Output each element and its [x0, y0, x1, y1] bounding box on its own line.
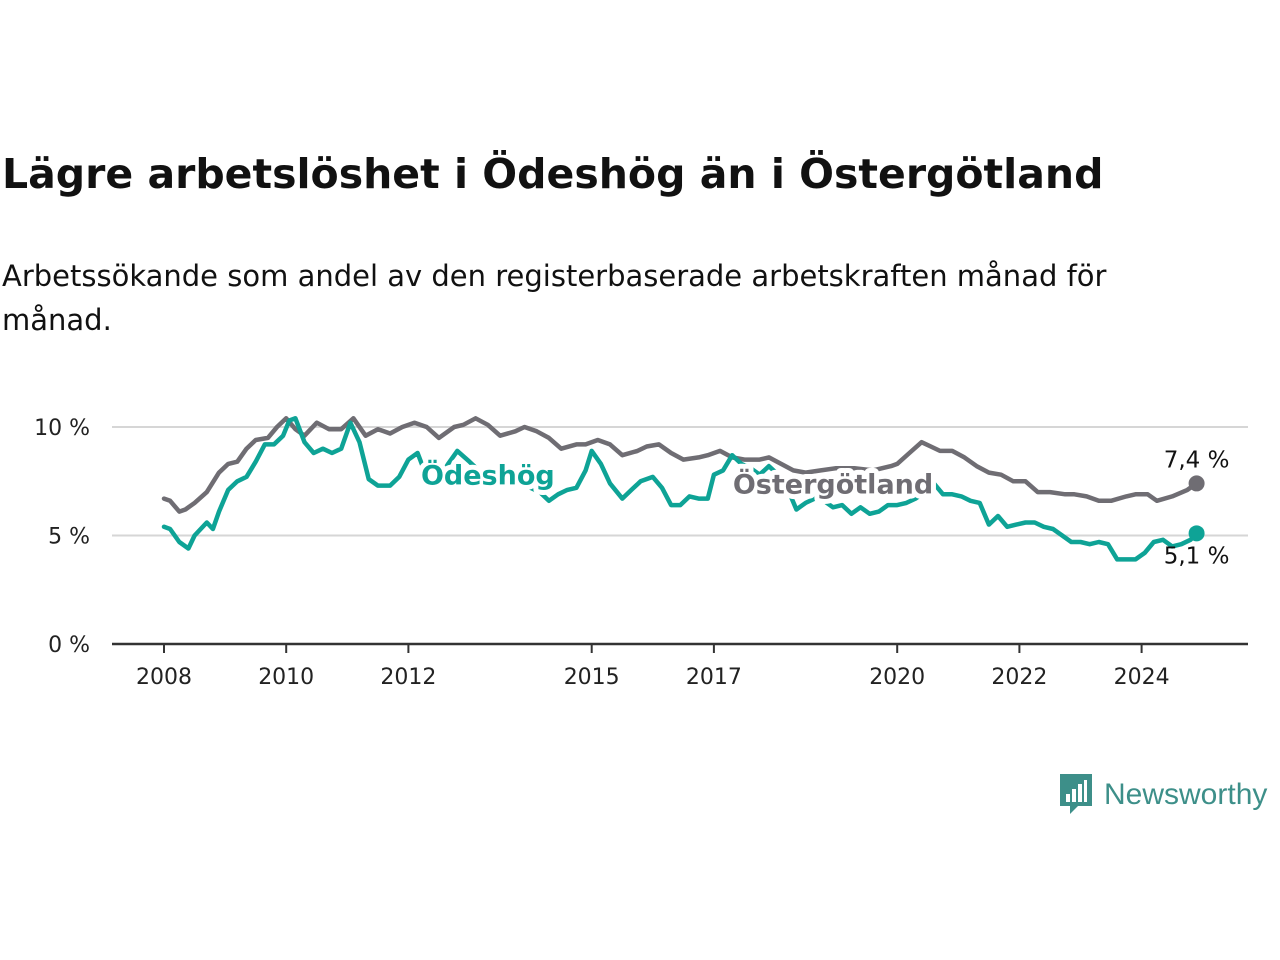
x-axis-ticks: 2008 2010 2012 2015 2017 2020 2022 2024	[136, 644, 1170, 690]
end-markers: 7,4 % 5,1 %	[1164, 447, 1230, 569]
series-lines	[161, 416, 1199, 562]
x-tick-label: 2024	[1114, 665, 1170, 690]
x-tick-label: 2020	[869, 665, 925, 690]
y-tick-label: 10 %	[34, 416, 90, 441]
newsworthy-logo-icon	[1060, 774, 1092, 814]
x-tick-label: 2008	[136, 665, 192, 690]
series-line-ostergotland	[161, 416, 1199, 514]
end-marker-ostergotland	[1188, 475, 1205, 492]
end-marker-odeshog	[1188, 525, 1205, 542]
x-tick-label: 2022	[991, 665, 1047, 690]
x-tick-label: 2017	[686, 665, 742, 690]
x-tick-label: 2012	[380, 665, 436, 690]
series-label-halo: Östergötland	[733, 467, 933, 500]
grid-lines	[112, 426, 1248, 537]
y-tick-label: 0 %	[48, 633, 90, 658]
chart-title: Lägre arbetslöshet i Ödeshög än i Österg…	[2, 150, 1104, 198]
end-label-odeshog: 5,1 %	[1164, 543, 1230, 569]
newsworthy-logo: Newsworthy	[1058, 772, 1267, 818]
y-axis-labels: 0 % 5 % 10 %	[34, 416, 90, 658]
series-line-odeshog	[161, 416, 1199, 562]
x-tick-label: 2010	[258, 665, 314, 690]
series-label-halo: Ödeshög	[421, 459, 555, 492]
series-label-ostergotland: Östergötland	[733, 467, 933, 500]
end-label-ostergotland: 7,4 %	[1164, 447, 1230, 473]
x-tick-label: 2015	[564, 665, 620, 690]
series-label-odeshog: Ödeshög	[421, 459, 555, 492]
brand-name: Newsworthy	[1104, 778, 1268, 811]
y-tick-label: 5 %	[48, 525, 90, 550]
chart-subtitle: Arbetssökande som andel av den registerb…	[2, 259, 1107, 337]
